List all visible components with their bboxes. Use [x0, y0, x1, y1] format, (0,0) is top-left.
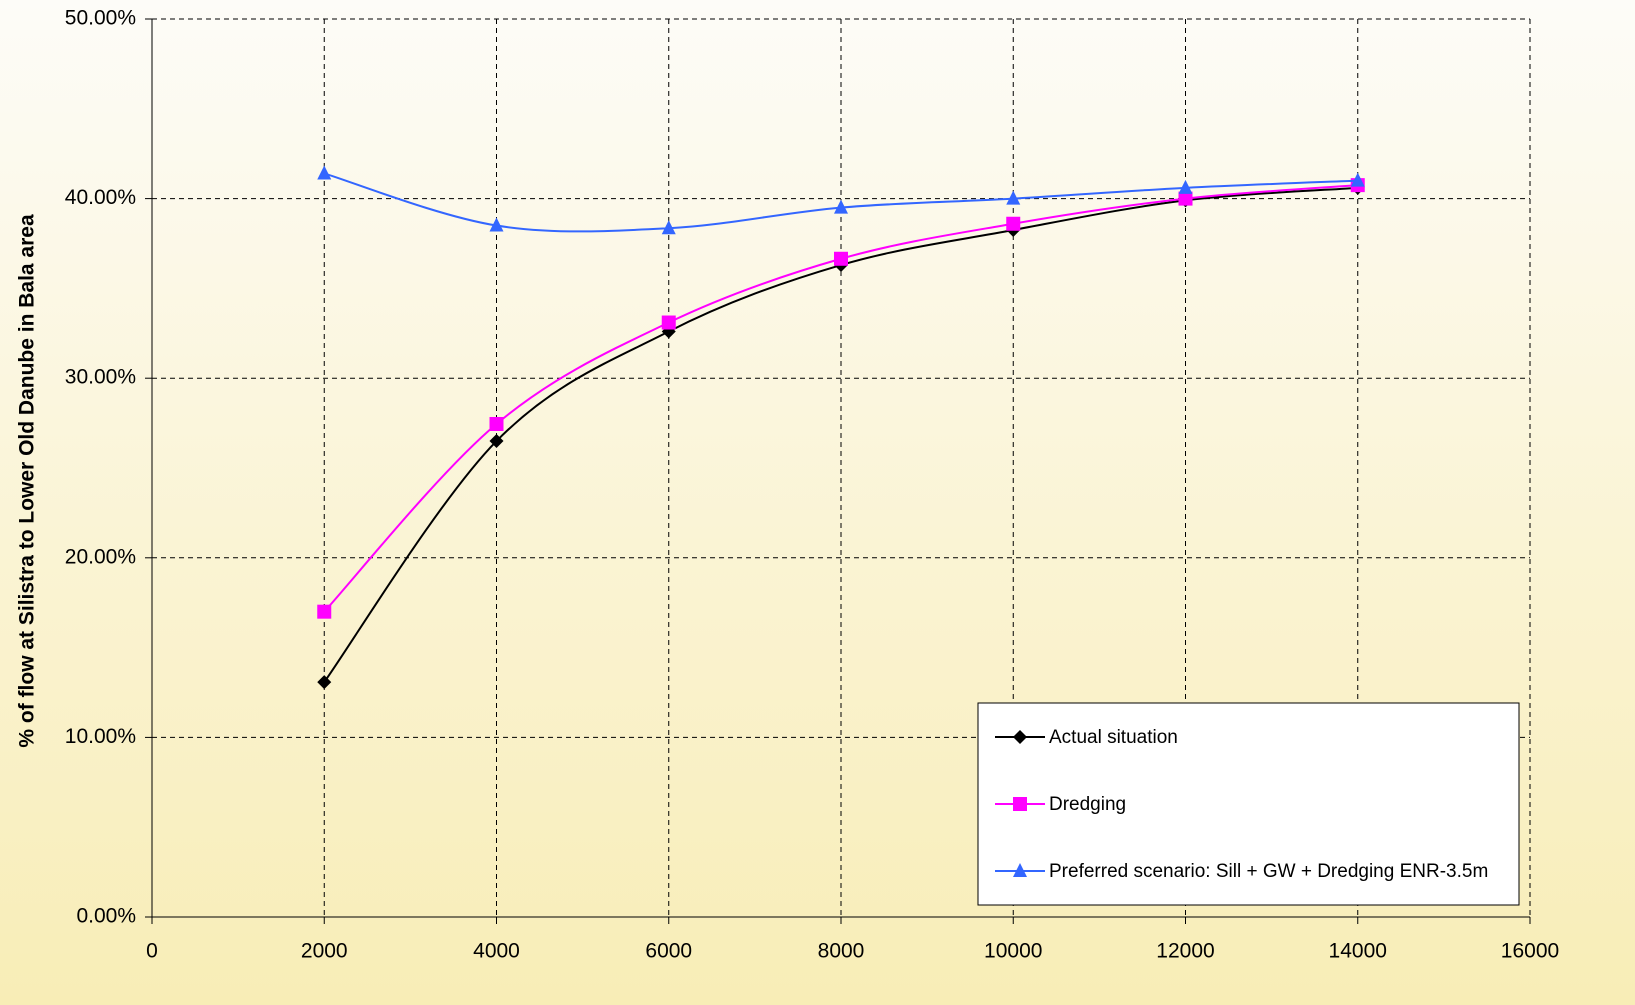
x-tick-label: 6000	[645, 940, 692, 963]
x-tick-label: 8000	[818, 940, 865, 963]
y-tick-label: 30.00%	[65, 366, 136, 389]
legend-label: Dredging	[1049, 794, 1126, 815]
marker	[1178, 179, 1193, 194]
x-tick-label: 12000	[1156, 940, 1214, 963]
marker	[489, 434, 504, 449]
marker	[317, 165, 332, 180]
marker	[661, 220, 676, 235]
marker	[1013, 863, 1027, 877]
x-tick-label: 16000	[1501, 940, 1559, 963]
marker	[317, 604, 332, 619]
marker	[489, 217, 504, 232]
y-tick-label: 20.00%	[65, 545, 136, 568]
marker	[661, 315, 676, 330]
x-tick-label: 0	[146, 940, 158, 963]
y-axis-label: % of flow at Silistra to Lower Old Danub…	[16, 214, 39, 748]
legend-label: Preferred scenario: Sill + GW + Dredging…	[1049, 861, 1488, 882]
marker	[317, 675, 332, 690]
x-tick-label: 14000	[1329, 940, 1387, 963]
marker	[1178, 191, 1193, 206]
y-tick-label: 10.00%	[65, 725, 136, 748]
y-tick-label: 40.00%	[65, 186, 136, 209]
marker	[1006, 190, 1021, 205]
marker	[1013, 797, 1027, 811]
marker	[834, 199, 848, 214]
y-tick-label: 0.00%	[76, 905, 136, 928]
marker	[1006, 216, 1021, 231]
marker	[1013, 730, 1027, 744]
x-tick-label: 4000	[473, 940, 520, 963]
marker	[834, 251, 848, 266]
x-tick-label: 10000	[984, 940, 1042, 963]
y-tick-label: 50.00%	[65, 7, 136, 30]
marker	[489, 416, 504, 431]
legend-label: Actual situation	[1049, 727, 1178, 748]
x-tick-label: 2000	[301, 940, 348, 963]
legend-box	[977, 702, 1520, 906]
marker	[1350, 172, 1365, 187]
